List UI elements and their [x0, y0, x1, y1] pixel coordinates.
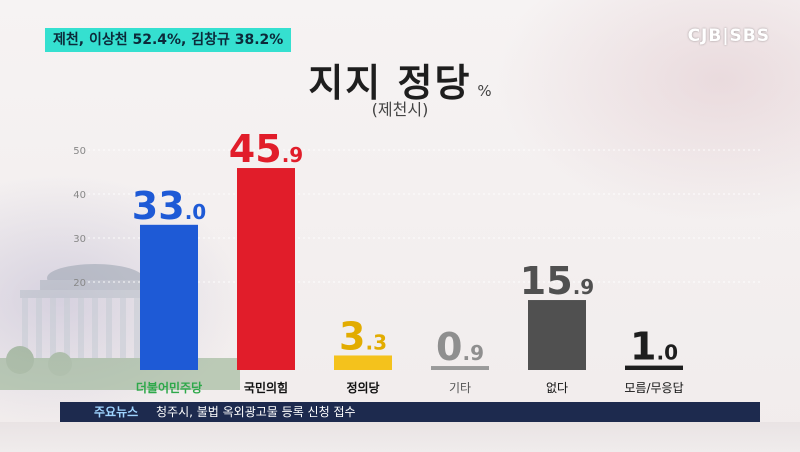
- bar: [237, 168, 295, 370]
- data-label: 1.0: [630, 325, 678, 369]
- chart-subtitle: (제천시): [371, 100, 429, 119]
- broadcaster-logo: CJB|SBS: [687, 26, 770, 46]
- chart-title: 지지 정당: [308, 61, 472, 105]
- bar: [625, 365, 683, 370]
- y-tick-label: 50: [73, 146, 86, 157]
- bottom-strip: [0, 422, 800, 452]
- y-tick-label: 30: [73, 234, 86, 245]
- category-label: 국민의힘: [244, 380, 288, 395]
- chart-title-row: 지지 정당%: [0, 52, 800, 107]
- bar: [528, 300, 586, 370]
- bar: [431, 366, 489, 370]
- bar: [140, 224, 198, 370]
- y-tick-label: 20: [73, 278, 86, 289]
- national-assembly-building-image: [0, 264, 240, 390]
- category-label: 모름/무응답: [624, 381, 683, 395]
- headline-banner: 제천, 이상천 52.4%, 김창규 38.2%: [45, 28, 292, 52]
- chart-unit: %: [477, 82, 492, 100]
- data-label: 33.0: [132, 184, 206, 228]
- category-label: 더불어민주당: [136, 380, 202, 395]
- data-label: 0.9: [436, 325, 484, 369]
- ticker-tag: 주요뉴스: [94, 405, 139, 419]
- category-label: 없다: [546, 381, 568, 395]
- category-label: 기타: [449, 381, 471, 395]
- y-tick-label: 40: [73, 190, 86, 201]
- data-label: 3.3: [339, 314, 387, 358]
- data-label: 15.9: [520, 259, 594, 303]
- bar: [334, 355, 392, 370]
- news-ticker: 주요뉴스 청주시, 불법 옥외광고물 등록 신청 접수: [60, 402, 760, 422]
- ticker-text: 청주시, 불법 옥외광고물 등록 신청 접수: [156, 405, 356, 419]
- data-label: 45.9: [229, 127, 303, 171]
- bar-chart: 20 30 40 50 33.0 더불어민주당 45.9 국민의힘 3.3 정의당 0.9 기타 15.…: [73, 127, 760, 395]
- category-label: 정의당: [346, 380, 379, 395]
